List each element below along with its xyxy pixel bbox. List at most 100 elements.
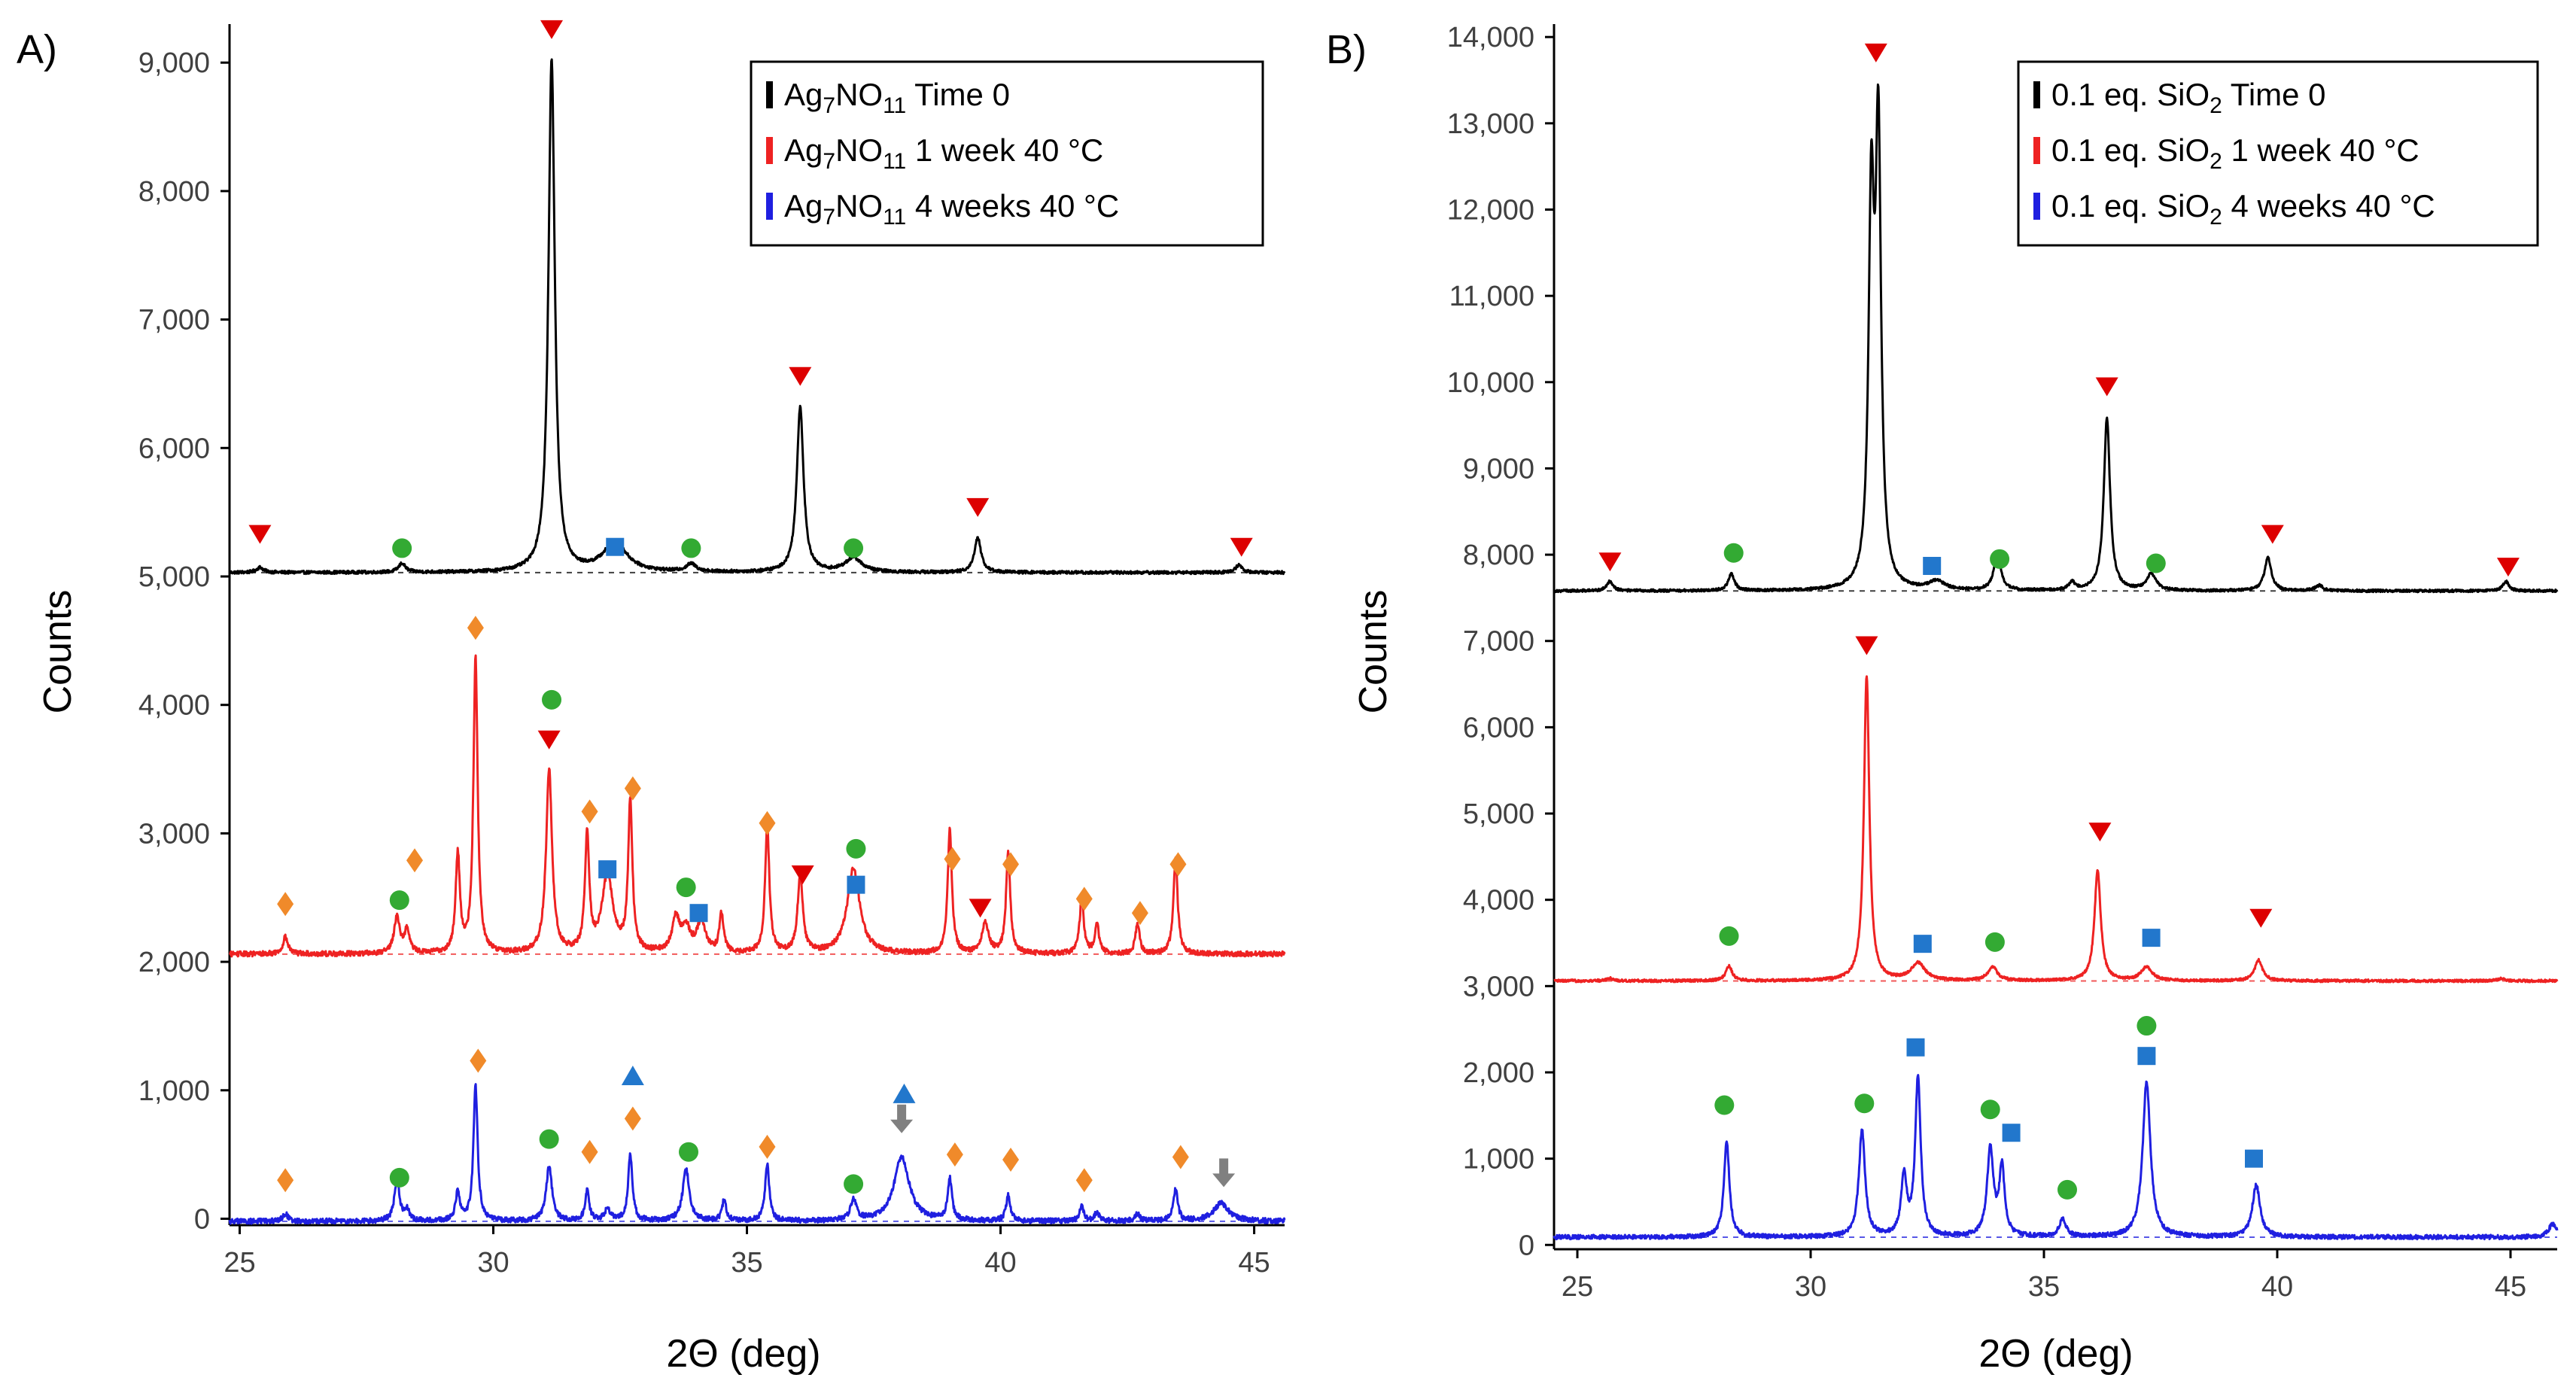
phase-marker-diamond xyxy=(624,1106,641,1131)
y-tick-label: 7,000 xyxy=(138,305,210,336)
y-tick-label: 2,000 xyxy=(1463,1057,1534,1089)
phase-marker-circle xyxy=(389,890,409,911)
phase-marker-diamond xyxy=(406,848,424,873)
y-tick-label: 0 xyxy=(1519,1230,1534,1261)
series-line xyxy=(228,1083,1286,1225)
phase-marker-triangle-down xyxy=(248,525,272,544)
phase-marker-diamond xyxy=(467,616,484,640)
y-tick-label: 4,000 xyxy=(1463,885,1534,917)
legend-entry: 0.1 eq. SiO2 4 weeks 40 °C xyxy=(2051,188,2435,230)
x-axis-label-a: 2Θ (deg) xyxy=(666,1332,820,1376)
y-tick-label: 7,000 xyxy=(1463,626,1534,658)
phase-marker-diamond xyxy=(277,892,294,917)
y-tick-label: 5,000 xyxy=(138,561,210,593)
phase-marker-triangle-up xyxy=(893,1083,916,1103)
y-tick-label: 3,000 xyxy=(1463,971,1534,1002)
phase-marker-triangle-down xyxy=(1230,537,1253,557)
phase-marker-circle xyxy=(392,538,412,558)
legend-swatch xyxy=(2033,193,2040,220)
phase-marker-diamond xyxy=(277,1168,294,1193)
x-tick-label: 30 xyxy=(1795,1271,1826,1303)
y-tick-label: 14,000 xyxy=(1447,22,1534,53)
series-line xyxy=(1553,1074,2559,1241)
phase-marker-diamond xyxy=(1131,901,1148,926)
phase-marker-square xyxy=(2142,929,2161,947)
y-tick-label: 9,000 xyxy=(1463,453,1534,485)
phase-marker-diamond xyxy=(1075,887,1093,911)
y-tick-label: 0 xyxy=(194,1203,210,1235)
phase-marker-circle xyxy=(1714,1095,1735,1115)
legend-entry: Ag7NO11 4 weeks 40 °C xyxy=(784,188,1119,230)
phase-marker-square xyxy=(1923,556,1942,575)
y-tick-label: 1,000 xyxy=(1463,1144,1534,1175)
phase-marker-square xyxy=(1913,935,1932,953)
phase-marker-diamond xyxy=(1169,852,1187,877)
y-tick-label: 8,000 xyxy=(138,176,210,208)
phase-marker-triangle-down xyxy=(540,20,564,39)
phase-marker-circle xyxy=(676,877,696,898)
y-tick-label: 12,000 xyxy=(1447,194,1534,226)
phase-marker-diamond xyxy=(1172,1145,1189,1169)
phase-marker-triangle-down xyxy=(2496,558,2520,577)
legend-entry: Ag7NO11 Time 0 xyxy=(784,77,1010,118)
legend-entry: 0.1 eq. SiO2 1 week 40 °C xyxy=(2051,132,2419,174)
phase-marker-circle xyxy=(1719,926,1739,946)
phase-marker-diamond xyxy=(946,1142,963,1167)
phase-marker-circle xyxy=(679,1142,699,1162)
phase-marker-triangle-up xyxy=(621,1065,644,1085)
phase-marker-circle xyxy=(1854,1093,1875,1114)
phase-marker-square xyxy=(606,537,625,556)
x-axis-label-b: 2Θ (deg) xyxy=(1978,1332,2133,1376)
phase-marker-triangle-down xyxy=(2249,908,2273,928)
x-tick-label: 25 xyxy=(224,1247,255,1279)
phase-marker-triangle-down xyxy=(1855,636,1878,655)
phase-marker-circle xyxy=(1990,549,2010,569)
series-line xyxy=(1553,675,2559,984)
phase-marker-square xyxy=(2002,1124,2021,1142)
phase-marker-circle xyxy=(844,538,864,558)
legend-box xyxy=(750,60,1264,247)
legend-box xyxy=(2017,60,2539,247)
phase-marker-circle xyxy=(2146,553,2166,573)
series-line xyxy=(228,58,1286,576)
phase-marker-diamond xyxy=(1002,1147,1020,1172)
phase-marker-diamond xyxy=(1075,1168,1093,1193)
phase-marker-diamond xyxy=(581,1139,598,1164)
legend-swatch xyxy=(2033,137,2040,164)
x-tick-label: 40 xyxy=(2261,1271,2293,1303)
panel-a: A) Counts 2Θ (deg) 0 1,000 2,000 3,000 4,000… xyxy=(17,20,1286,1376)
phase-marker-square xyxy=(689,904,708,923)
y-tick-label: 6,000 xyxy=(138,433,210,464)
phase-marker-circle xyxy=(542,689,562,710)
phase-marker-triangle-down xyxy=(2088,823,2112,842)
phase-marker-triangle-down xyxy=(1598,552,1622,572)
y-tick-label: 2,000 xyxy=(138,947,210,978)
phase-marker-triangle-down xyxy=(791,865,814,885)
phase-marker-triangle-down xyxy=(966,497,990,517)
phase-marker-circle xyxy=(681,538,701,558)
y-tick-label: 11,000 xyxy=(1449,281,1534,312)
phase-marker-triangle-down xyxy=(969,899,992,918)
y-tick-label: 6,000 xyxy=(1463,712,1534,744)
y-tick-label: 9,000 xyxy=(138,47,210,79)
y-tick-label: 5,000 xyxy=(1463,798,1534,830)
y-tick-label: 8,000 xyxy=(1463,540,1534,571)
x-tick-label: 45 xyxy=(1238,1247,1270,1279)
series-line xyxy=(1553,83,2559,594)
legend-entry: Ag7NO11 1 week 40 °C xyxy=(784,132,1103,174)
x-tick-label: 40 xyxy=(984,1247,1016,1279)
phase-marker-circle xyxy=(1984,932,2005,952)
phase-marker-circle xyxy=(2137,1016,2157,1036)
y-tick-label: 13,000 xyxy=(1447,108,1534,140)
phase-marker-circle xyxy=(1980,1099,2000,1120)
x-tick-label: 45 xyxy=(2495,1271,2526,1303)
panel-b: B) Counts 2Θ (deg) 0 1,000 2,000 3,000 4,000… xyxy=(1326,22,2559,1376)
phase-marker-diamond xyxy=(759,1134,776,1159)
phase-marker-square xyxy=(847,875,865,894)
phase-marker-diamond xyxy=(944,847,961,871)
phase-marker-circle xyxy=(2057,1179,2077,1200)
phase-marker-diamond xyxy=(581,799,598,824)
phase-marker-square xyxy=(598,860,617,879)
legend-swatch xyxy=(766,81,773,108)
